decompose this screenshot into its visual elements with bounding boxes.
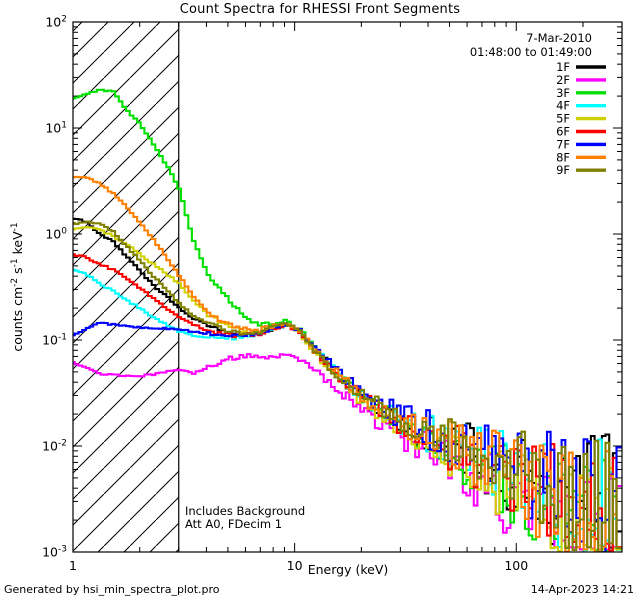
page-title: Count Spectra for RHESSI Front Segments bbox=[179, 2, 461, 17]
svg-text:counts cm-2 s-1 keV-1: counts cm-2 s-1 keV-1 bbox=[10, 222, 25, 351]
y-axis-label: counts cm-2 s-1 keV-1 bbox=[10, 222, 25, 351]
spectra-curves bbox=[73, 88, 622, 552]
legend-item-7f[interactable]: 7F bbox=[556, 137, 606, 151]
legend-item-5f[interactable]: 5F bbox=[556, 112, 606, 126]
y-tick-label: 101 bbox=[45, 121, 67, 136]
footer-generator: Generated by hsi_min_spectra_plot.pro bbox=[4, 583, 220, 596]
legend-item-2f[interactable]: 2F bbox=[556, 73, 606, 87]
y-tick-label: 10-3 bbox=[42, 545, 67, 560]
legend-item-8f[interactable]: 8F bbox=[556, 150, 606, 164]
tick-labels: 1 10 100 102 101 100 10-1 10-2 10-3 bbox=[42, 15, 528, 574]
attenuator-note: Att A0, FDecim 1 bbox=[185, 517, 282, 531]
x-axis-label: Energy (keV) bbox=[308, 562, 389, 577]
legend-label: 5F bbox=[556, 112, 570, 126]
count-spectra-chart: 1 10 100 102 101 100 10-1 10-2 10-3 counts cm-2 … bbox=[10, 15, 623, 577]
legend-item-1f[interactable]: 1F bbox=[556, 60, 606, 74]
footer-timestamp: 14-Apr-2023 14:21 bbox=[530, 583, 634, 596]
y-tick-label: 10-2 bbox=[42, 439, 67, 454]
y-tick-label: 100 bbox=[45, 227, 67, 242]
legend-label: 1F bbox=[556, 60, 570, 74]
legend-item-9f[interactable]: 9F bbox=[556, 163, 606, 177]
legend-label: 7F bbox=[556, 137, 570, 151]
legend-label: 9F bbox=[556, 163, 570, 177]
observation-date: 7-Mar-2010 bbox=[526, 31, 592, 45]
legend-item-4f[interactable]: 4F bbox=[556, 99, 606, 113]
y-tick-label: 10-1 bbox=[42, 333, 67, 348]
legend-label: 6F bbox=[556, 125, 570, 139]
legend-item-6f[interactable]: 6F bbox=[556, 125, 606, 139]
observation-time-range: 01:48:00 to 01:49:00 bbox=[470, 45, 592, 59]
x-tick-label: 100 bbox=[504, 558, 528, 573]
legend-label: 2F bbox=[556, 73, 570, 87]
x-tick-label: 10 bbox=[287, 558, 303, 573]
background-note: Includes Background bbox=[185, 504, 305, 518]
y-tick-label: 102 bbox=[45, 15, 67, 30]
legend-label: 8F bbox=[556, 150, 570, 164]
plot-frame bbox=[72, 21, 623, 553]
spectrum-curve-8f bbox=[73, 175, 622, 552]
legend-label: 4F bbox=[556, 99, 570, 113]
spectrum-curve-9f bbox=[73, 220, 622, 552]
legend-item-3f[interactable]: 3F bbox=[556, 86, 606, 100]
x-tick-label: 1 bbox=[69, 558, 77, 573]
legend-label: 3F bbox=[556, 86, 570, 100]
